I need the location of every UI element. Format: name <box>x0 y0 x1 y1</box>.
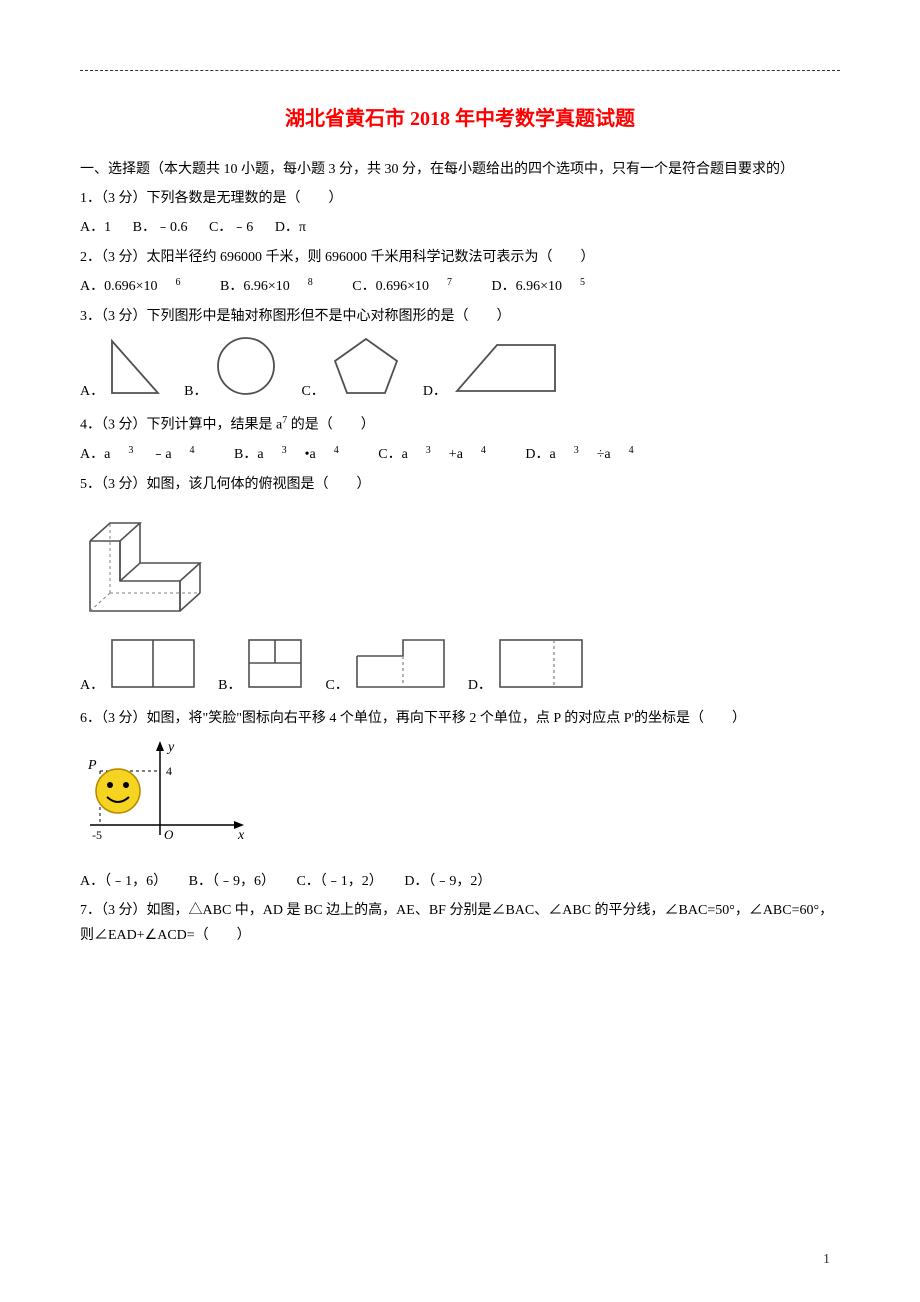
q1-stem: 1．（3 分）下列各数是无理数的是（ ） <box>80 186 840 211</box>
q3-label-B: B． <box>184 379 207 406</box>
q5-label-C: C． <box>325 673 348 700</box>
top-view-D-icon <box>496 636 586 700</box>
q5-options-shapes: A． B． C． <box>80 636 840 700</box>
axis-x-label: x <box>237 828 245 843</box>
q5-label-D: D． <box>468 673 492 700</box>
q6-optC: C．（﹣1，2） <box>296 874 382 889</box>
q3-stem: 3．（3 分）下列图形中是轴对称图形但不是中心对称图形的是（ ） <box>80 304 840 329</box>
top-view-B-icon <box>245 636 305 700</box>
axis-y-label: y <box>166 740 175 755</box>
q1-options: A．1 B．﹣0.6 C．﹣6 D．π <box>80 215 840 240</box>
y-tick-4: 4 <box>166 764 172 778</box>
q3-label-C: C． <box>301 379 324 406</box>
q2-optA: A．0.696×106 <box>80 279 199 294</box>
q1-optD: D．π <box>275 220 306 235</box>
q2-options: A．0.696×106 B．6.96×108 C．0.696×107 D．6.9… <box>80 274 840 300</box>
q4-optA: A．a3﹣a4 <box>80 447 213 462</box>
top-rule <box>80 70 840 71</box>
page: 湖北省黄石市 2018 年中考数学真题试题 一、选择题（本大题共 10 小题，每… <box>0 0 920 1302</box>
page-number: 1 <box>823 1247 830 1272</box>
q2-optB: B．6.96×108 <box>220 279 331 294</box>
q4-optB: B．a3•a4 <box>234 447 357 462</box>
x-tick-minus5: -5 <box>92 828 102 842</box>
q4-options: A．a3﹣a4 B．a3•a4 C．a3+a4 D．a3÷a4 <box>80 442 840 468</box>
top-view-C-icon <box>353 636 448 700</box>
q6-optB: B．（﹣9，6） <box>189 874 275 889</box>
doc-title: 湖北省黄石市 2018 年中考数学真题试题 <box>80 101 840 137</box>
q2-optD: D．6.96×105 <box>491 279 603 294</box>
q5-label-A: A． <box>80 673 104 700</box>
q6-stem: 6．（3 分）如图，将"笑脸"图标向右平移 4 个单位，再向下平移 2 个单位，… <box>80 706 840 731</box>
top-view-A-icon <box>108 636 198 700</box>
section-intro: 一、选择题（本大题共 10 小题，每小题 3 分，共 30 分，在每小题给出的四… <box>80 157 840 182</box>
q5-solid-figure <box>80 501 840 630</box>
q2-optC: C．0.696×107 <box>352 279 470 294</box>
q5-label-B: B． <box>218 673 241 700</box>
q5-stem: 5．（3 分）如图，该几何体的俯视图是（ ） <box>80 472 840 497</box>
origin-label: O <box>164 827 174 842</box>
q6-options: A．（﹣1，6） B．（﹣9，6） C．（﹣1，2） D．（﹣9，2） <box>80 869 840 894</box>
q1-optB: B．﹣0.6 <box>133 220 188 235</box>
q6-optA: A．（﹣1，6） <box>80 874 167 889</box>
q4-optD: D．a3÷a4 <box>525 447 651 462</box>
q3-shapes: A． B． C． D． <box>80 335 840 406</box>
q4-stem: 4．（3 分）下列计算中，结果是 a7 的是（ ） <box>80 412 840 438</box>
pentagon-icon <box>329 335 403 406</box>
right-triangle-icon <box>108 337 164 406</box>
q2-stem: 2．（3 分）太阳半径约 696000 千米，则 696000 千米用科学记数法… <box>80 245 840 270</box>
q6-optD: D．（﹣9，2） <box>404 874 491 889</box>
q1-optC: C．﹣6 <box>209 220 253 235</box>
q4-optC: C．a3+a4 <box>378 447 504 462</box>
q3-label-A: A． <box>80 379 104 406</box>
q6-coordinate-figure: y x O P 4 -5 <box>80 735 840 864</box>
q3-label-D: D． <box>423 379 447 406</box>
q1-optA: A．1 <box>80 220 111 235</box>
q7-stem: 7．（3 分）如图，△ABC 中，AD 是 BC 边上的高，AE、BF 分别是∠… <box>80 898 840 948</box>
trapezoid-icon <box>451 339 561 406</box>
circle-icon <box>211 335 281 406</box>
point-P-label: P <box>87 758 97 773</box>
